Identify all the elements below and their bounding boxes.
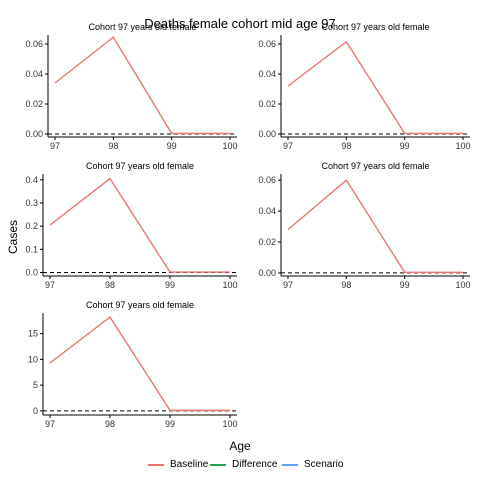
x-tick-label: 97: [45, 419, 55, 429]
legend-item-scenario: Scenario: [282, 459, 343, 470]
x-tick-label: 97: [50, 141, 60, 151]
x-tick-label: 99: [400, 280, 410, 290]
legend-label-difference: Difference: [232, 459, 278, 470]
x-tick-label: 100: [222, 419, 237, 429]
legend-label-baseline: Baseline: [170, 459, 209, 470]
x-tick-label: 100: [455, 280, 470, 290]
x-tick-label: 100: [222, 280, 237, 290]
x-tick-label: 98: [105, 280, 115, 290]
x-tick-label: 98: [341, 141, 351, 151]
x-tick-label: 97: [283, 280, 293, 290]
series-line-baseline: [49, 177, 230, 273]
y-tick-label: 0.06: [258, 39, 276, 49]
y-tick-label: 0.06: [258, 175, 276, 185]
y-tick-label: 0.0: [25, 268, 38, 278]
y-tick-label: 15: [28, 329, 38, 339]
y-tick-label: 0.02: [25, 99, 43, 109]
y-tick-label: 0.04: [258, 206, 276, 216]
y-tick-label: 5: [33, 380, 38, 390]
legend-label-scenario: Scenario: [304, 459, 344, 470]
y-tick-label: 0.04: [258, 69, 276, 79]
legend-item-baseline: Baseline: [148, 459, 208, 470]
facet-title: Cohort 97 years old female: [321, 161, 429, 171]
facet-panel-5: Cohort 97 years old female 0 5 10 15 97 98 99 10…: [28, 300, 238, 429]
series-line-baseline: [49, 316, 230, 412]
y-tick-label: 0.2: [25, 221, 38, 231]
facet-title: Cohort 97 years old female: [86, 161, 194, 171]
y-tick-label: 10: [28, 354, 38, 364]
y-tick-label: 0: [33, 406, 38, 416]
y-tick-label: 0.02: [258, 99, 276, 109]
facet-panel-2: Cohort 97 years old female 0.00 0.02 0.04 0.…: [258, 22, 470, 151]
x-tick-label: 98: [341, 280, 351, 290]
x-tick-label: 100: [222, 141, 237, 151]
y-tick-label: 0.00: [258, 268, 276, 278]
y-tick-label: 0.06: [25, 39, 43, 49]
legend-swatch-difference: [210, 463, 226, 466]
series-line-baseline: [287, 179, 463, 273]
legend: Baseline Difference Scenario: [0, 459, 480, 475]
x-tick-label: 97: [45, 280, 55, 290]
legend-swatch-scenario: [282, 463, 298, 466]
series-line-baseline: [54, 36, 230, 135]
facet-panel-3: Cohort 97 years old female 0.0 0.1 0.2 0.3 0.…: [25, 161, 237, 290]
y-tick-label: 0.1: [25, 244, 38, 254]
y-tick-label: 0.4: [25, 175, 38, 185]
page-title: Deaths female cohort mid age 97: [144, 16, 336, 31]
x-tick-label: 98: [105, 419, 115, 429]
legend-item-difference: Difference: [210, 459, 277, 470]
x-tick-label: 99: [165, 280, 175, 290]
x-tick-label: 98: [108, 141, 118, 151]
x-tick-label: 100: [455, 141, 470, 151]
x-tick-label: 99: [167, 141, 177, 151]
y-tick-label: 0.02: [258, 237, 276, 247]
facet-panel-1: Cohort 97 years old female 0.00 0.02 0.04 0.…: [25, 22, 237, 151]
x-tick-label: 99: [400, 141, 410, 151]
facet-panel-4: Cohort 97 years old female 0.00 0.02 0.04 0.…: [258, 161, 470, 290]
facet-title: Cohort 97 years old female: [321, 22, 429, 32]
series-line-baseline: [287, 40, 463, 135]
x-tick-label: 99: [165, 419, 175, 429]
facet-title: Cohort 97 years old female: [88, 22, 196, 32]
y-tick-label: 0.00: [25, 129, 43, 139]
x-tick-label: 97: [283, 141, 293, 151]
x-axis-label: Age: [229, 439, 251, 453]
y-tick-label: 0.04: [25, 69, 43, 79]
y-tick-label: 0.00: [258, 129, 276, 139]
facet-title: Cohort 97 years old female: [86, 300, 194, 310]
legend-swatch-baseline: [148, 463, 164, 466]
y-tick-label: 0.3: [25, 198, 38, 208]
